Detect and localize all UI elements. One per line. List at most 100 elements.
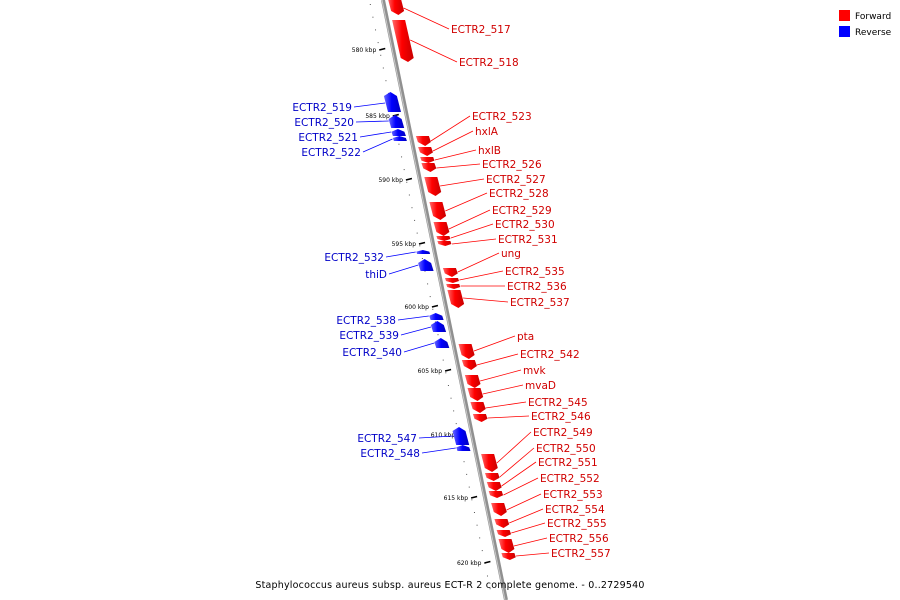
gene-feature-mvk[interactable] [464, 375, 481, 388]
gene-label-ectr2_519[interactable]: ECTR2_519 [292, 102, 386, 114]
gene-feature-ectr2_523[interactable] [415, 136, 431, 146]
gene-label-mvk[interactable]: mvk [479, 365, 546, 382]
gene-label-ectr2_546[interactable]: ECTR2_546 [487, 411, 591, 423]
gene-label-ectr2_549[interactable]: ECTR2_549 [496, 427, 593, 464]
gene-feature-ectr2_518[interactable] [392, 20, 414, 62]
gene-label-ectr2_551[interactable]: ECTR2_551 [501, 457, 598, 487]
ruler-tick [484, 560, 491, 564]
gene-feature-ectr2_519[interactable] [383, 92, 401, 112]
gene-feature-ectr2_551[interactable] [486, 482, 502, 491]
gene-feature-ectr2_529[interactable] [433, 222, 450, 236]
gene-label-ectr2_538[interactable]: ECTR2_538 [336, 315, 429, 327]
gene-feature-ectr2_552[interactable] [488, 491, 504, 498]
gene-leader-line [434, 149, 477, 161]
gene-feature-hxlb[interactable] [420, 157, 435, 163]
gene-feature-ung[interactable] [442, 268, 458, 277]
gene-feature-ectr2_531[interactable] [437, 241, 452, 246]
gene-label-ectr2_550[interactable]: ECTR2_550 [499, 443, 596, 478]
minor-tick-dot [476, 524, 478, 526]
gene-feature-ectr2_547[interactable] [452, 427, 470, 445]
gene-label-ectr2_531[interactable]: ECTR2_531 [451, 234, 558, 246]
gene-feature-ectr2_530[interactable] [436, 236, 451, 241]
gene-feature-ectr2_545[interactable] [470, 402, 486, 413]
backbone-line [381, 0, 508, 600]
gene-feature-ectr2_556[interactable] [498, 539, 515, 553]
gene-label-ectr2_532[interactable]: ECTR2_532 [324, 251, 416, 264]
gene-feature-ectr2_548[interactable] [456, 445, 471, 451]
gene-feature-ectr2_557[interactable] [501, 553, 516, 560]
gene-label-ectr2_529[interactable]: ECTR2_529 [448, 205, 552, 230]
gene-label-ectr2_557[interactable]: ECTR2_557 [515, 548, 611, 560]
gene-label-text: ECTR2_555 [547, 518, 607, 530]
ruler-tick-label: 610 kbp [431, 432, 456, 439]
gene-label-ectr2_556[interactable]: ECTR2_556 [513, 533, 609, 547]
gene-label-ectr2_539[interactable]: ECTR2_539 [339, 326, 432, 342]
gene-label-ectr2_517[interactable]: ECTR2_517 [403, 7, 511, 36]
gene-label-ectr2_530[interactable]: ECTR2_530 [450, 219, 555, 239]
gene-feature-ectr2_535[interactable] [445, 278, 459, 283]
gene-feature-hxla[interactable] [418, 147, 433, 156]
gene-label-ung[interactable]: ung [457, 248, 521, 273]
gene-label-mvad[interactable]: mvaD [482, 380, 556, 395]
gene-label-text: pta [517, 331, 534, 343]
gene-feature-ectr2_520[interactable] [388, 115, 405, 128]
gene-label-text: mvk [523, 365, 546, 377]
gene-feature-ectr2_549[interactable] [481, 454, 498, 472]
minor-tick-dot [489, 588, 491, 590]
gene-label-ectr2_547[interactable]: ECTR2_547 [357, 433, 454, 445]
gene-label-ectr2_518[interactable]: ECTR2_518 [410, 39, 519, 69]
gene-feature-ectr2_538[interactable] [429, 313, 444, 320]
gene-feature-ectr2_527[interactable] [424, 177, 442, 196]
gene-label-hxla[interactable]: hxlA [432, 126, 499, 152]
gene-feature-ectr2_532[interactable] [416, 250, 431, 254]
gene-label-ectr2_552[interactable]: ECTR2_552 [503, 473, 600, 496]
gene-feature-ectr2_546[interactable] [472, 414, 488, 422]
gene-label-ectr2_522[interactable]: ECTR2_522 [301, 138, 393, 159]
gene-feature-ectr2_522[interactable] [392, 136, 407, 141]
ruler-tick-label: 605 kbp [418, 368, 443, 375]
gene-label-ectr2_523[interactable]: ECTR2_523 [430, 111, 532, 142]
gene-feature-mvad[interactable] [467, 388, 484, 401]
gene-label-ectr2_528[interactable]: ECTR2_528 [445, 188, 549, 212]
gene-label-ectr2_520[interactable]: ECTR2_520 [294, 117, 389, 129]
gene-feature-ectr2_542[interactable] [461, 360, 477, 370]
gene-label-ectr2_545[interactable]: ECTR2_545 [485, 397, 588, 409]
gene-feature-ectr2_554[interactable] [494, 519, 510, 528]
gene-label-ectr2_555[interactable]: ECTR2_555 [511, 518, 607, 534]
gene-label-text: ECTR2_538 [336, 315, 396, 327]
minor-tick-dot [369, 4, 371, 5]
gene-feature-ectr2_526[interactable] [421, 163, 437, 172]
gene-label-ectr2_540[interactable]: ECTR2_540 [342, 342, 435, 359]
gene-label-ectr2_521[interactable]: ECTR2_521 [298, 131, 392, 144]
gene-feature-ectr2_555[interactable] [496, 530, 512, 537]
gene-feature-ectr2_537[interactable] [447, 290, 465, 308]
gene-label-pta[interactable]: pta [473, 331, 534, 352]
gene-feature-ectr2_553[interactable] [491, 503, 507, 516]
gene-feature-ectr2_521[interactable] [391, 129, 406, 136]
gene-label-ectr2_542[interactable]: ECTR2_542 [476, 349, 580, 366]
gene-feature-ectr2_550[interactable] [485, 473, 500, 481]
gene-label-ectr2_554[interactable]: ECTR2_554 [509, 504, 605, 524]
gene-label-ectr2_527[interactable]: ECTR2_527 [440, 174, 546, 187]
gene-label-hxlb[interactable]: hxlB [434, 145, 501, 161]
gene-label-ectr2_548[interactable]: ECTR2_548 [360, 447, 456, 460]
gene-feature-ectr2_539[interactable] [430, 321, 447, 332]
gene-feature-ectr2_540[interactable] [434, 338, 450, 348]
gene-label-text: ECTR2_547 [357, 433, 417, 445]
gene-label-ectr2_537[interactable]: ECTR2_537 [463, 297, 570, 309]
gene-label-ectr2_553[interactable]: ECTR2_553 [506, 489, 603, 511]
ruler-tick-label: 590 kbp [378, 177, 403, 184]
gene-label-ectr2_535[interactable]: ECTR2_535 [459, 266, 565, 281]
gene-label-ectr2_536[interactable]: ECTR2_536 [460, 281, 567, 293]
gene-feature-ectr2_536[interactable] [446, 284, 461, 289]
gene-label-ectr2_526[interactable]: ECTR2_526 [436, 159, 542, 171]
gene-leader-line [479, 369, 522, 382]
gene-feature-pta[interactable] [458, 344, 475, 359]
gene-feature-ectr2_517[interactable] [387, 0, 405, 15]
minor-tick-dot [429, 296, 431, 298]
gene-feature-thid[interactable] [418, 259, 434, 271]
gene-feature-ectr2_528[interactable] [429, 202, 447, 220]
gene-label-text: ECTR2_545 [528, 397, 588, 409]
gene-leader-line [499, 447, 535, 478]
gene-label-thid[interactable]: thiD [365, 264, 419, 281]
